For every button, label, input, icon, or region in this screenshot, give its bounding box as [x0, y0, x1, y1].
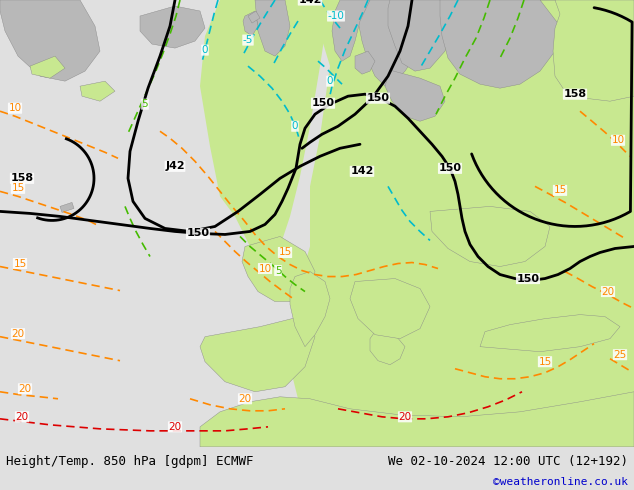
Polygon shape	[290, 271, 330, 347]
Polygon shape	[440, 0, 560, 88]
Text: 20: 20	[11, 329, 25, 339]
Text: 150: 150	[311, 98, 335, 108]
Polygon shape	[480, 315, 620, 352]
Text: ©weatheronline.co.uk: ©weatheronline.co.uk	[493, 477, 628, 487]
Text: 20: 20	[169, 422, 181, 432]
Text: -5: -5	[243, 35, 253, 45]
Text: 0: 0	[292, 121, 298, 131]
Polygon shape	[30, 56, 65, 78]
Text: 20: 20	[15, 412, 29, 422]
Polygon shape	[370, 332, 405, 365]
Text: 150: 150	[366, 93, 389, 103]
Polygon shape	[248, 11, 260, 23]
Text: -10: -10	[328, 11, 344, 21]
Polygon shape	[255, 0, 290, 56]
Text: J42: J42	[165, 161, 185, 172]
Text: 25: 25	[613, 350, 626, 360]
Text: 10: 10	[611, 135, 624, 145]
Text: 158: 158	[564, 89, 586, 99]
Polygon shape	[540, 0, 634, 101]
Polygon shape	[243, 11, 258, 36]
Text: 15: 15	[278, 247, 292, 258]
Text: 10: 10	[8, 103, 22, 113]
Polygon shape	[242, 237, 315, 301]
Text: 5: 5	[275, 266, 281, 275]
Polygon shape	[200, 317, 315, 392]
Text: 158: 158	[10, 173, 34, 183]
Text: 5: 5	[141, 99, 148, 109]
Polygon shape	[385, 70, 445, 121]
Polygon shape	[140, 6, 205, 48]
Polygon shape	[290, 0, 634, 447]
Text: 150: 150	[186, 228, 209, 239]
Text: 142: 142	[351, 166, 373, 176]
Polygon shape	[200, 392, 634, 447]
Text: 10: 10	[259, 264, 271, 273]
Polygon shape	[60, 202, 74, 213]
Polygon shape	[430, 206, 550, 267]
Text: We 02-10-2024 12:00 UTC (12+192): We 02-10-2024 12:00 UTC (12+192)	[388, 455, 628, 468]
Polygon shape	[80, 81, 115, 101]
Polygon shape	[350, 278, 430, 339]
Text: 150: 150	[439, 163, 462, 173]
Text: 150: 150	[517, 273, 540, 284]
Polygon shape	[332, 0, 370, 61]
Polygon shape	[358, 0, 420, 86]
Text: 142: 142	[299, 0, 321, 5]
Text: 15: 15	[553, 185, 567, 196]
Text: 20: 20	[602, 287, 614, 296]
Text: 0: 0	[327, 76, 333, 86]
Polygon shape	[388, 0, 450, 71]
Text: 20: 20	[18, 384, 32, 394]
Polygon shape	[200, 0, 330, 256]
Text: Height/Temp. 850 hPa [gdpm] ECMWF: Height/Temp. 850 hPa [gdpm] ECMWF	[6, 455, 254, 468]
Text: 15: 15	[13, 259, 27, 269]
Text: 20: 20	[238, 394, 252, 404]
Text: 20: 20	[398, 412, 411, 422]
Text: 15: 15	[538, 357, 552, 367]
Text: 0: 0	[202, 45, 208, 55]
Polygon shape	[355, 51, 375, 74]
Text: 15: 15	[11, 183, 25, 194]
Polygon shape	[0, 0, 100, 81]
